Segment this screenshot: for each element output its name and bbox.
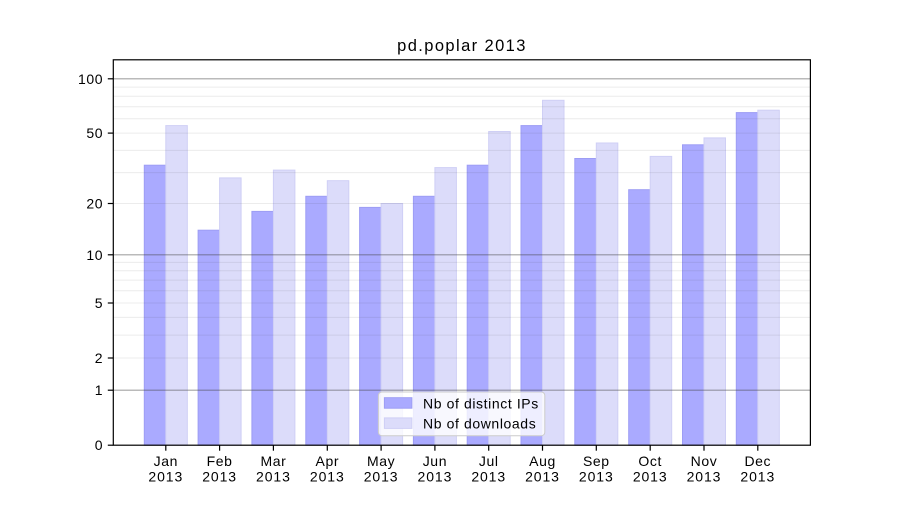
svg-text:Mar: Mar bbox=[260, 453, 286, 469]
svg-text:2: 2 bbox=[95, 350, 103, 366]
svg-text:Nb of distinct IPs: Nb of distinct IPs bbox=[423, 396, 539, 412]
svg-text:Nov: Nov bbox=[691, 453, 718, 469]
svg-text:Aug: Aug bbox=[529, 453, 556, 469]
svg-text:2013: 2013 bbox=[418, 469, 453, 485]
svg-text:Jun: Jun bbox=[423, 453, 447, 469]
svg-text:2013: 2013 bbox=[687, 469, 722, 485]
svg-text:2013: 2013 bbox=[256, 469, 291, 485]
svg-text:pd.poplar 2013: pd.poplar 2013 bbox=[397, 37, 527, 55]
svg-text:Sep: Sep bbox=[583, 453, 610, 469]
svg-text:Apr: Apr bbox=[316, 453, 340, 469]
svg-text:50: 50 bbox=[86, 125, 103, 141]
svg-text:2013: 2013 bbox=[740, 469, 775, 485]
svg-text:Jan: Jan bbox=[154, 453, 178, 469]
svg-text:2013: 2013 bbox=[202, 469, 237, 485]
svg-text:2013: 2013 bbox=[579, 469, 614, 485]
svg-text:2013: 2013 bbox=[471, 469, 506, 485]
svg-text:2013: 2013 bbox=[633, 469, 668, 485]
svg-text:100: 100 bbox=[78, 71, 103, 87]
svg-text:May: May bbox=[367, 453, 395, 469]
svg-text:0: 0 bbox=[95, 437, 103, 453]
svg-text:Oct: Oct bbox=[638, 453, 662, 469]
svg-text:2013: 2013 bbox=[525, 469, 560, 485]
svg-text:2013: 2013 bbox=[148, 469, 183, 485]
svg-text:20: 20 bbox=[86, 196, 103, 212]
svg-text:1: 1 bbox=[95, 382, 103, 398]
svg-text:Jul: Jul bbox=[479, 453, 499, 469]
svg-text:2013: 2013 bbox=[364, 469, 399, 485]
svg-text:Nb of downloads: Nb of downloads bbox=[423, 416, 536, 432]
svg-text:10: 10 bbox=[86, 247, 103, 263]
svg-text:Feb: Feb bbox=[207, 453, 233, 469]
svg-text:2013: 2013 bbox=[310, 469, 345, 485]
svg-text:Dec: Dec bbox=[744, 453, 771, 469]
svg-text:5: 5 bbox=[95, 295, 103, 311]
